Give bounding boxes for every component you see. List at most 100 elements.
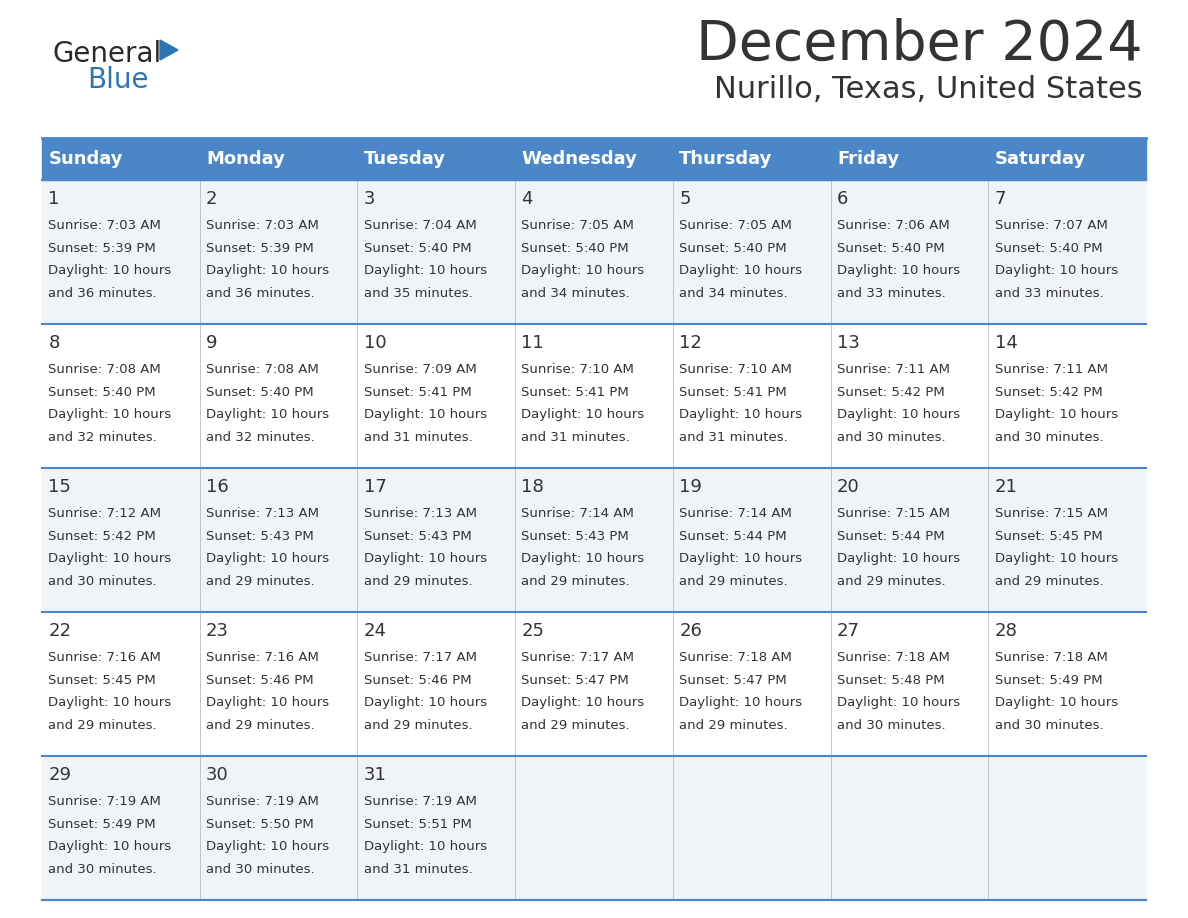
Text: Sunset: 5:44 PM: Sunset: 5:44 PM [836,530,944,543]
Text: Sunrise: 7:18 AM: Sunrise: 7:18 AM [680,651,792,664]
Text: Blue: Blue [87,66,148,94]
Text: Sunset: 5:42 PM: Sunset: 5:42 PM [836,386,944,398]
Bar [42,612,1146,756]
Text: Daylight: 10 hours: Daylight: 10 hours [364,264,487,277]
Text: Daylight: 10 hours: Daylight: 10 hours [836,553,960,565]
Text: and 29 minutes.: and 29 minutes. [206,719,315,733]
Text: Daylight: 10 hours: Daylight: 10 hours [836,697,960,710]
Text: 23: 23 [206,622,229,640]
Text: Daylight: 10 hours: Daylight: 10 hours [836,409,960,421]
Text: 10: 10 [364,334,386,353]
Text: 13: 13 [836,334,860,353]
Text: Wednesday: Wednesday [522,150,637,168]
Text: 15: 15 [49,478,71,496]
Text: Sunset: 5:41 PM: Sunset: 5:41 PM [680,386,786,398]
Text: 3: 3 [364,190,375,208]
Text: and 30 minutes.: and 30 minutes. [206,863,315,876]
Text: Daylight: 10 hours: Daylight: 10 hours [680,697,802,710]
Text: Sunrise: 7:05 AM: Sunrise: 7:05 AM [680,218,792,232]
Text: Sunset: 5:45 PM: Sunset: 5:45 PM [994,530,1102,543]
Text: 9: 9 [206,334,217,353]
Text: 27: 27 [836,622,860,640]
Text: Sunrise: 7:19 AM: Sunrise: 7:19 AM [364,795,476,808]
Text: Daylight: 10 hours: Daylight: 10 hours [522,264,645,277]
Text: Daylight: 10 hours: Daylight: 10 hours [994,697,1118,710]
Text: Daylight: 10 hours: Daylight: 10 hours [994,553,1118,565]
Text: Sunset: 5:43 PM: Sunset: 5:43 PM [364,530,472,543]
Text: and 30 minutes.: and 30 minutes. [49,576,157,588]
Text: Thursday: Thursday [680,150,772,168]
Text: and 35 minutes.: and 35 minutes. [364,287,473,300]
Text: 14: 14 [994,334,1017,353]
Text: 16: 16 [206,478,229,496]
Text: Daylight: 10 hours: Daylight: 10 hours [680,409,802,421]
Text: Sunrise: 7:10 AM: Sunrise: 7:10 AM [522,363,634,375]
Text: Sunrise: 7:08 AM: Sunrise: 7:08 AM [206,363,318,375]
Text: 24: 24 [364,622,387,640]
Text: Sunrise: 7:12 AM: Sunrise: 7:12 AM [49,507,162,520]
Bar [42,756,1146,900]
Text: 19: 19 [680,478,702,496]
Text: and 33 minutes.: and 33 minutes. [994,287,1104,300]
Text: Sunset: 5:47 PM: Sunset: 5:47 PM [680,674,786,687]
Text: Daylight: 10 hours: Daylight: 10 hours [680,553,802,565]
Text: and 30 minutes.: and 30 minutes. [994,719,1104,733]
Text: Sunrise: 7:19 AM: Sunrise: 7:19 AM [206,795,318,808]
Text: 5: 5 [680,190,690,208]
Text: Sunrise: 7:17 AM: Sunrise: 7:17 AM [522,651,634,664]
Text: 7: 7 [994,190,1006,208]
Text: 29: 29 [49,767,71,784]
Text: 8: 8 [49,334,59,353]
Text: Daylight: 10 hours: Daylight: 10 hours [206,840,329,854]
Text: Daylight: 10 hours: Daylight: 10 hours [364,409,487,421]
Text: and 29 minutes.: and 29 minutes. [49,719,157,733]
Text: Sunset: 5:40 PM: Sunset: 5:40 PM [522,241,630,254]
Text: Sunset: 5:40 PM: Sunset: 5:40 PM [994,241,1102,254]
Text: 21: 21 [994,478,1017,496]
Text: 28: 28 [994,622,1017,640]
Text: and 29 minutes.: and 29 minutes. [680,576,788,588]
Text: Sunrise: 7:14 AM: Sunrise: 7:14 AM [680,507,792,520]
Text: Sunrise: 7:04 AM: Sunrise: 7:04 AM [364,218,476,232]
Text: Sunset: 5:39 PM: Sunset: 5:39 PM [49,241,156,254]
Text: Monday: Monday [206,150,285,168]
Text: 25: 25 [522,622,544,640]
Text: Friday: Friday [836,150,899,168]
Text: 12: 12 [680,334,702,353]
Text: Daylight: 10 hours: Daylight: 10 hours [49,409,171,421]
Text: 17: 17 [364,478,386,496]
Text: and 30 minutes.: and 30 minutes. [836,719,946,733]
Text: Daylight: 10 hours: Daylight: 10 hours [49,553,171,565]
Text: Sunset: 5:41 PM: Sunset: 5:41 PM [522,386,630,398]
Text: Sunset: 5:46 PM: Sunset: 5:46 PM [364,674,472,687]
Text: 1: 1 [49,190,59,208]
Text: 4: 4 [522,190,533,208]
Text: 30: 30 [206,767,229,784]
Text: Sunset: 5:40 PM: Sunset: 5:40 PM [680,241,786,254]
Text: and 31 minutes.: and 31 minutes. [522,431,630,444]
Text: and 32 minutes.: and 32 minutes. [206,431,315,444]
Text: Tuesday: Tuesday [364,150,446,168]
Text: Sunrise: 7:16 AM: Sunrise: 7:16 AM [49,651,162,664]
Text: 26: 26 [680,622,702,640]
Text: Sunrise: 7:10 AM: Sunrise: 7:10 AM [680,363,792,375]
Text: Nurillo, Texas, United States: Nurillo, Texas, United States [714,75,1143,104]
Text: 20: 20 [836,478,860,496]
Text: and 29 minutes.: and 29 minutes. [522,719,630,733]
Text: and 30 minutes.: and 30 minutes. [49,863,157,876]
Text: and 29 minutes.: and 29 minutes. [522,576,630,588]
Text: Sunset: 5:41 PM: Sunset: 5:41 PM [364,386,472,398]
Text: Sunrise: 7:13 AM: Sunrise: 7:13 AM [206,507,320,520]
Text: and 29 minutes.: and 29 minutes. [364,719,473,733]
Text: Sunset: 5:39 PM: Sunset: 5:39 PM [206,241,314,254]
Text: 31: 31 [364,767,386,784]
Text: Daylight: 10 hours: Daylight: 10 hours [206,697,329,710]
Text: Daylight: 10 hours: Daylight: 10 hours [522,409,645,421]
Bar [42,468,1146,612]
Text: Sunset: 5:49 PM: Sunset: 5:49 PM [994,674,1102,687]
Text: Sunset: 5:40 PM: Sunset: 5:40 PM [364,241,472,254]
Text: Daylight: 10 hours: Daylight: 10 hours [206,264,329,277]
Text: Sunrise: 7:03 AM: Sunrise: 7:03 AM [206,218,318,232]
Text: Sunrise: 7:06 AM: Sunrise: 7:06 AM [836,218,949,232]
Text: Daylight: 10 hours: Daylight: 10 hours [994,409,1118,421]
